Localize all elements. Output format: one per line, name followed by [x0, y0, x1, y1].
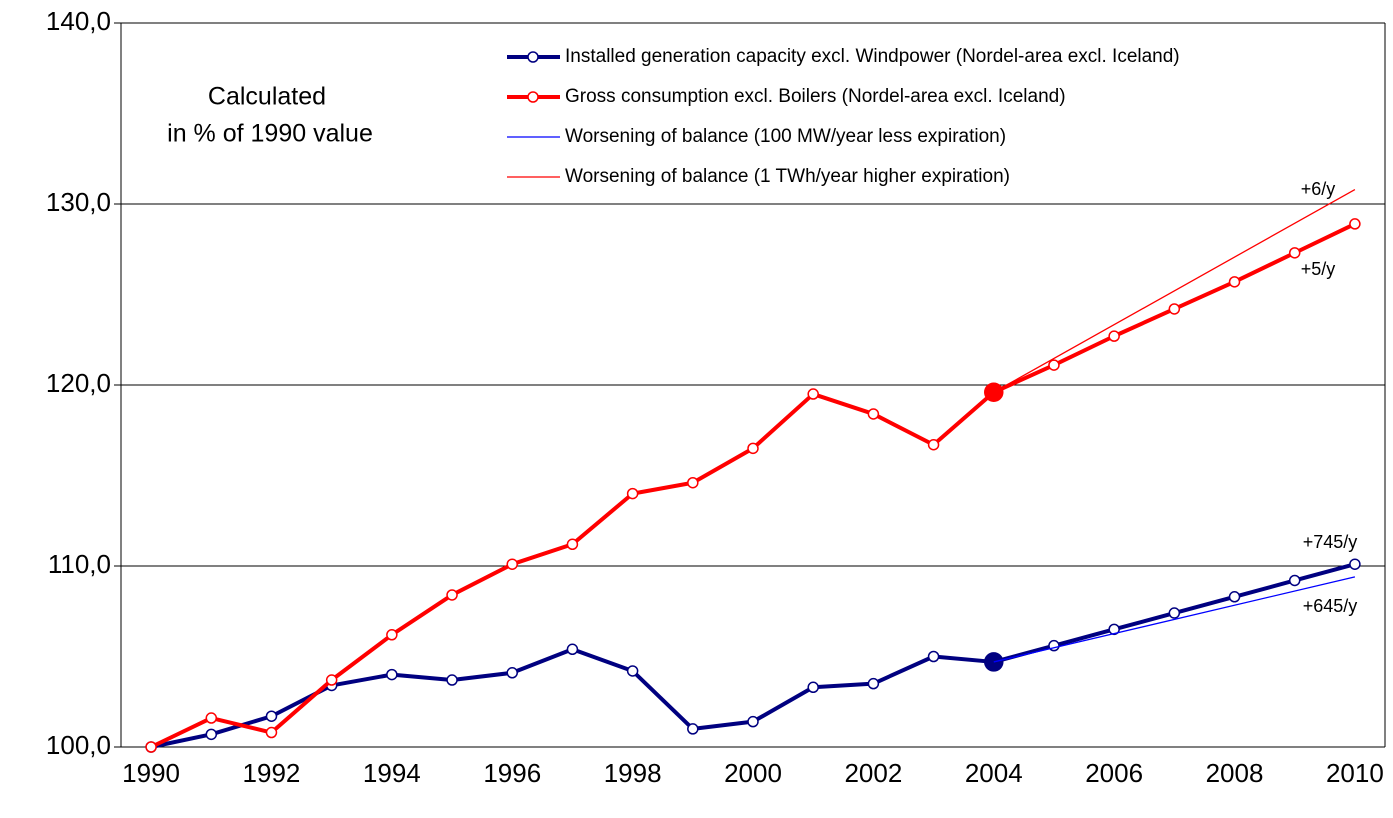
legend-label: Gross consumption excl. Boilers (Nordel-…: [565, 86, 1066, 107]
marker: [1228, 591, 1241, 603]
marker: [1228, 276, 1241, 288]
marker: [807, 388, 819, 400]
legend-label: Installed generation capacity excl. Wind…: [565, 46, 1180, 67]
annotation: +745/y: [1303, 532, 1358, 552]
marker: [927, 438, 940, 451]
subtitle: Calculated: [208, 83, 326, 111]
marker: [1288, 247, 1301, 259]
marker: [205, 728, 218, 741]
marker: [1349, 558, 1361, 570]
marker: [1349, 218, 1361, 230]
marker: [807, 681, 819, 694]
subtitle: in % of 1990 value: [167, 120, 373, 148]
legend-label: Worsening of balance (100 MW/year less e…: [565, 126, 1006, 147]
legend-marker: [527, 91, 539, 103]
x-tick-label: 1990: [122, 758, 180, 788]
annotation: +645/y: [1303, 596, 1358, 616]
x-tick-label: 1996: [483, 758, 541, 788]
marker: [1168, 303, 1181, 315]
y-tick-label: 120,0: [46, 368, 111, 398]
marker: [325, 674, 338, 686]
marker: [687, 476, 699, 489]
marker: [1168, 607, 1181, 619]
marker: [867, 677, 880, 690]
marker: [446, 674, 458, 686]
marker: [566, 538, 579, 551]
series-line: [150, 222, 1356, 749]
annotation: +5/y: [1301, 259, 1336, 279]
marker: [687, 723, 699, 735]
x-tick-label: 2006: [1085, 758, 1143, 788]
x-tick-label: 2010: [1326, 758, 1384, 788]
marker: [747, 715, 759, 728]
marker: [506, 558, 518, 570]
marker: [1048, 359, 1060, 371]
series-line: [993, 188, 1356, 393]
marker: [747, 442, 759, 455]
marker: [386, 629, 398, 641]
y-tick-label: 110,0: [48, 549, 111, 579]
marker: [1108, 330, 1120, 342]
marker: [205, 712, 218, 724]
marker: [1288, 574, 1301, 587]
marker: [626, 665, 639, 677]
marker: [265, 726, 278, 739]
x-tick-label: 2002: [844, 758, 902, 788]
marker: [506, 667, 518, 679]
y-tick-label: 140,0: [46, 6, 111, 36]
legend-label: Worsening of balance (1 TWh/year higher …: [565, 166, 1010, 187]
marker: [927, 650, 940, 663]
annotation: +6/y: [1301, 179, 1336, 199]
series-line: [993, 576, 1356, 663]
legend-marker: [527, 51, 539, 63]
x-tick-label: 2000: [724, 758, 782, 788]
x-tick-label: 1994: [363, 758, 421, 788]
x-tick-label: 2004: [965, 758, 1023, 788]
marker: [446, 589, 458, 601]
marker: [1108, 623, 1120, 636]
marker: [145, 741, 157, 753]
y-tick-label: 130,0: [46, 187, 111, 217]
x-tick-label: 1998: [604, 758, 662, 788]
marker: [626, 487, 639, 500]
marker: [867, 408, 880, 420]
marker: [386, 668, 398, 681]
x-tick-label: 1992: [243, 758, 301, 788]
marker: [265, 710, 278, 722]
x-tick-label: 2008: [1206, 758, 1264, 788]
y-tick-label: 100,0: [46, 730, 111, 760]
marker: [566, 643, 579, 656]
